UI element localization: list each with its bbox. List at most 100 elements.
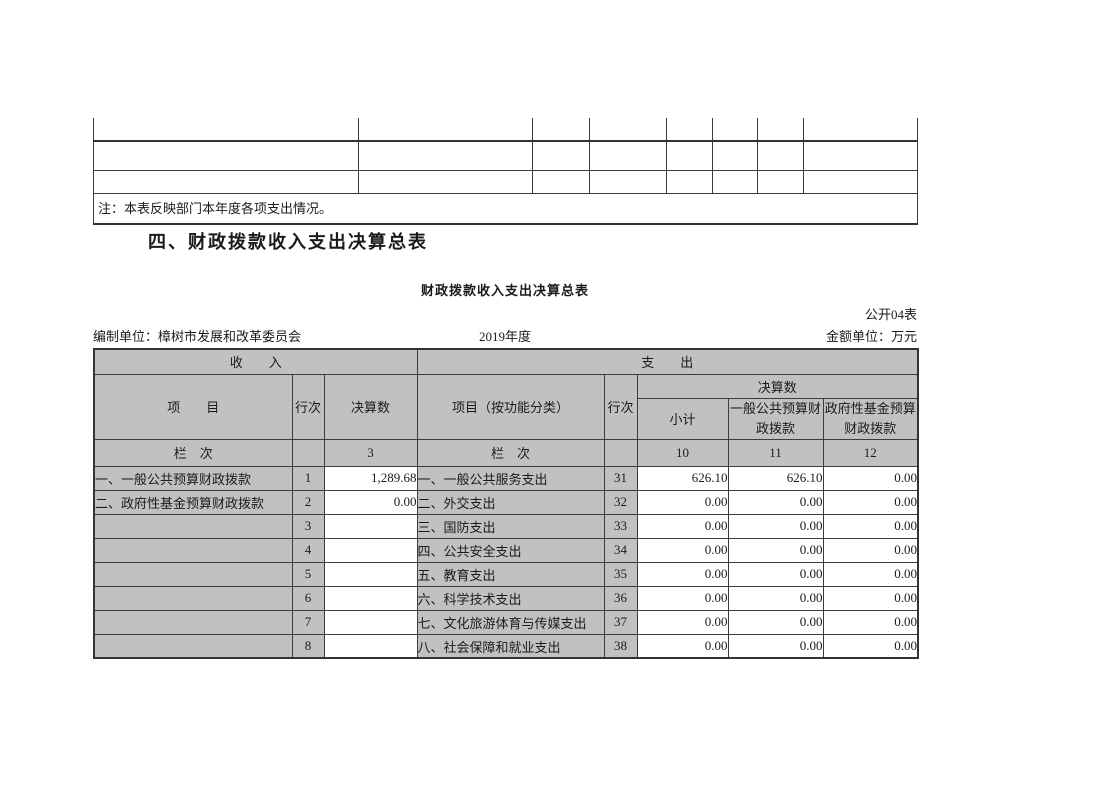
exp-subtotal-cell: 0.00 xyxy=(636,633,729,659)
income-item-cell: 二、政府性基金预算财政拨款 xyxy=(93,489,293,515)
exp-general-cell: 0.00 xyxy=(727,489,824,515)
exp-subtotal-cell: 0.00 xyxy=(636,513,729,539)
empty-cell xyxy=(712,140,758,171)
table-note: 注：本表反映部门本年度各项支出情况。 xyxy=(93,192,918,224)
fiscal-summary-table: 收 入 支 出 项 目 行次 决算数 项目（按功能分类） 行次 决算数 小计 一… xyxy=(93,348,920,660)
exp-line-cell: 31 xyxy=(603,465,638,491)
prepared-by: 编制单位：樟树市发展和改革委员会 xyxy=(93,329,302,344)
table-row: 二、政府性基金预算财政拨款 2 0.00 二、外交支出 32 0.00 0.00… xyxy=(93,489,919,515)
table-meta-row: 编制单位：樟树市发展和改革委员会 2019年度 金额单位：万元 xyxy=(93,326,917,344)
income-item-cell xyxy=(93,609,293,635)
income-line-cell: 8 xyxy=(291,633,325,659)
form-code: 公开04表 xyxy=(864,307,917,322)
empty-cell xyxy=(666,118,713,142)
exp-column-label: 栏 次 xyxy=(416,438,605,467)
table-row: 一、一般公共预算财政拨款 1 1,289.68 一、一般公共服务支出 31 62… xyxy=(93,465,919,491)
empty-cell xyxy=(589,118,667,142)
empty-cell xyxy=(712,118,758,142)
exp-item-cell: 六、科学技术支出 xyxy=(416,585,605,611)
exp-line-no-column-header: 行次 xyxy=(603,373,638,440)
amount-column-header: 决算数 xyxy=(323,373,418,440)
exp-general-cell: 626.10 xyxy=(727,465,824,491)
income-item-cell xyxy=(93,561,293,587)
empty-cell xyxy=(803,118,918,142)
income-item-cell xyxy=(93,537,293,563)
income-amount-cell xyxy=(323,561,418,587)
exp-subtotal-cell: 0.00 xyxy=(636,537,729,563)
empty-cell xyxy=(666,140,713,171)
empty-cell xyxy=(803,169,918,194)
empty-cell xyxy=(803,140,918,171)
empty-cell xyxy=(93,140,359,171)
table-row xyxy=(93,169,918,194)
item-column-header: 项 目 xyxy=(93,373,293,440)
exp-item-cell: 三、国防支出 xyxy=(416,513,605,539)
table-note-row: 注：本表反映部门本年度各项支出情况。 xyxy=(93,192,918,224)
empty-cell xyxy=(589,140,667,171)
exp-item-cell: 四、公共安全支出 xyxy=(416,537,605,563)
table-row: 6 六、科学技术支出 36 0.00 0.00 0.00 xyxy=(93,585,919,611)
empty-cell xyxy=(358,140,533,171)
exp-amount-group-header: 决算数 xyxy=(636,373,919,399)
income-item-cell xyxy=(93,513,293,539)
empty-cell xyxy=(666,169,713,194)
income-section-header: 收 入 xyxy=(93,348,418,375)
empty-cell xyxy=(291,438,325,467)
exp-subtotal-cell: 0.00 xyxy=(636,585,729,611)
exp-fund-cell: 0.00 xyxy=(822,633,919,659)
subtotal-column-header: 小计 xyxy=(636,397,729,440)
empty-cell xyxy=(358,169,533,194)
empty-cell xyxy=(757,169,804,194)
exp-fund-cell: 0.00 xyxy=(822,465,919,491)
income-item-cell: 一、一般公共预算财政拨款 xyxy=(93,465,293,491)
exp-general-cell: 0.00 xyxy=(727,609,824,635)
exp-general-cell: 0.00 xyxy=(727,561,824,587)
income-amount-cell xyxy=(323,633,418,659)
table-row: 3 三、国防支出 33 0.00 0.00 0.00 xyxy=(93,513,919,539)
empty-cell xyxy=(603,438,638,467)
expenditure-section-header: 支 出 xyxy=(416,348,919,375)
exp-line-cell: 37 xyxy=(603,609,638,635)
section-heading: 四、财政拨款收入支出决算总表 xyxy=(148,232,428,252)
column-index-row: 栏 次 3 栏 次 10 11 12 xyxy=(93,438,919,467)
exp-line-cell: 35 xyxy=(603,561,638,587)
exp-subtotal-cell: 0.00 xyxy=(636,489,729,515)
empty-cell xyxy=(358,118,533,142)
amount-unit: 金额单位：万元 xyxy=(825,329,917,344)
income-amount-cell: 0.00 xyxy=(323,489,418,515)
income-column-label: 栏 次 xyxy=(93,438,293,467)
income-line-cell: 2 xyxy=(291,489,325,515)
exp-fund-cell: 0.00 xyxy=(822,561,919,587)
empty-cell xyxy=(532,140,590,171)
exp-line-cell: 33 xyxy=(603,513,638,539)
exp-fund-cell: 0.00 xyxy=(822,513,919,539)
table-row xyxy=(93,118,918,142)
exp-general-cell: 0.00 xyxy=(727,633,824,659)
table-row: 8 八、社会保障和就业支出 38 0.00 0.00 0.00 xyxy=(93,633,919,659)
table-row: 4 四、公共安全支出 34 0.00 0.00 0.00 xyxy=(93,537,919,563)
income-item-cell xyxy=(93,633,293,659)
empty-cell xyxy=(532,118,590,142)
exp-item-cell: 八、社会保障和就业支出 xyxy=(416,633,605,659)
exp-subtotal-cell: 626.10 xyxy=(636,465,729,491)
fund-column-no: 12 xyxy=(822,438,919,467)
exp-general-cell: 0.00 xyxy=(727,585,824,611)
table-row: 7 七、文化旅游体育与传媒支出 37 0.00 0.00 0.00 xyxy=(93,609,919,635)
income-amount-cell xyxy=(323,585,418,611)
empty-cell xyxy=(532,169,590,194)
general-column-no: 11 xyxy=(727,438,824,467)
empty-cell xyxy=(712,169,758,194)
income-line-cell: 7 xyxy=(291,609,325,635)
empty-cell xyxy=(757,118,804,142)
exp-item-cell: 五、教育支出 xyxy=(416,561,605,587)
exp-general-cell: 0.00 xyxy=(727,537,824,563)
exp-fund-cell: 0.00 xyxy=(822,489,919,515)
column-header-row: 项 目 行次 决算数 项目（按功能分类） 行次 决算数 xyxy=(93,373,919,440)
sub-header-row: 小计 一般公共预算财 政拨款 政府性基金预算 财政拨款 xyxy=(94,397,919,440)
exp-fund-cell: 0.00 xyxy=(822,585,919,611)
exp-item-cell: 七、文化旅游体育与传媒支出 xyxy=(416,609,605,635)
income-amount-cell xyxy=(323,609,418,635)
table-row xyxy=(93,140,918,171)
empty-cell xyxy=(757,140,804,171)
